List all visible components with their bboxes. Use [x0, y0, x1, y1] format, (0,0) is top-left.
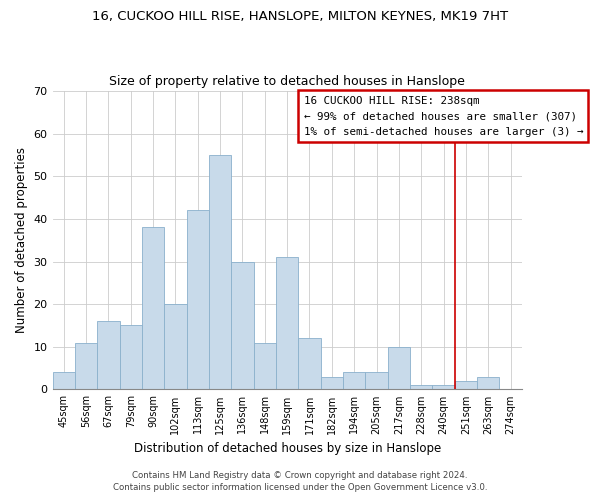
Bar — [254, 342, 276, 390]
Bar — [119, 326, 142, 390]
Bar — [343, 372, 365, 390]
Bar — [209, 155, 231, 390]
Bar — [276, 258, 298, 390]
Bar — [455, 381, 477, 390]
Title: Size of property relative to detached houses in Hanslope: Size of property relative to detached ho… — [109, 76, 465, 88]
Bar — [53, 372, 75, 390]
Bar — [365, 372, 388, 390]
Bar — [231, 262, 254, 390]
Bar — [388, 347, 410, 390]
Bar — [298, 338, 320, 390]
Bar — [75, 342, 97, 390]
Bar — [97, 321, 119, 390]
Bar — [477, 376, 499, 390]
Bar — [187, 210, 209, 390]
Bar — [142, 228, 164, 390]
Bar — [320, 376, 343, 390]
Text: 16 CUCKOO HILL RISE: 238sqm
← 99% of detached houses are smaller (307)
1% of sem: 16 CUCKOO HILL RISE: 238sqm ← 99% of det… — [304, 96, 583, 136]
Bar — [433, 385, 455, 390]
Y-axis label: Number of detached properties: Number of detached properties — [15, 147, 28, 333]
X-axis label: Distribution of detached houses by size in Hanslope: Distribution of detached houses by size … — [134, 442, 441, 455]
Text: 16, CUCKOO HILL RISE, HANSLOPE, MILTON KEYNES, MK19 7HT: 16, CUCKOO HILL RISE, HANSLOPE, MILTON K… — [92, 10, 508, 23]
Text: Contains HM Land Registry data © Crown copyright and database right 2024.
Contai: Contains HM Land Registry data © Crown c… — [113, 471, 487, 492]
Bar — [164, 304, 187, 390]
Bar — [410, 385, 433, 390]
